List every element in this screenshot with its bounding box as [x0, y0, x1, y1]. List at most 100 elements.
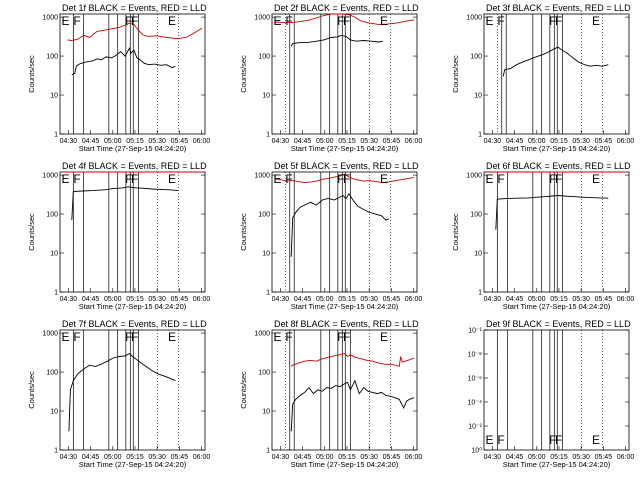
events-series-line [290, 192, 390, 257]
x-tick-label: 04:30 [484, 454, 502, 461]
y-tick-label: 1000 [466, 173, 482, 180]
y-tick-label: 10 [262, 93, 270, 100]
x-axis-label: Start Time (27-Sep-15 04:24:20) [503, 144, 611, 153]
x-tick-label: 04:45 [294, 296, 312, 303]
y-axis-label: Counts/sec [27, 55, 36, 93]
plot-frame [483, 171, 630, 293]
event-marker-label: F [549, 433, 556, 447]
y-tick-label: 10 [474, 93, 482, 100]
panel-1: Det 1f BLACK = Events, RED = LLD 1 10 100 10… [27, 3, 210, 153]
event-marker-label: F [73, 172, 80, 186]
x-tick-label: 05:15 [126, 454, 144, 461]
x-tick-label: 05:45 [383, 454, 401, 461]
x-tick-label: 05:00 [528, 138, 546, 145]
plot-frame [59, 13, 206, 135]
event-marker-label: F [555, 172, 562, 186]
x-tick-label: 05:30 [148, 296, 166, 303]
y-tick-label: 1 [266, 448, 270, 455]
event-marker-label: F [555, 14, 562, 28]
panel-title: Det 7f BLACK = Events, RED = LLD [62, 319, 207, 329]
lld-series-line [274, 173, 415, 184]
panel-title: Det 2f BLACK = Events, RED = LLD [274, 3, 419, 13]
x-tick-label: 05:45 [595, 296, 613, 303]
y-axis-label: Counts/sec [451, 213, 460, 251]
panel-2: Det 2f BLACK = Events, RED = LLD 1 10 100 10… [239, 3, 422, 153]
x-tick-label: 04:30 [60, 454, 78, 461]
x-tick-label: 05:45 [383, 138, 401, 145]
x-tick-label: 06:00 [405, 454, 423, 461]
event-marker-label: F [497, 172, 504, 186]
x-tick-label: 04:30 [484, 296, 502, 303]
events-series-line [71, 186, 179, 221]
panel-7: Det 7f BLACK = Events, RED = LLD 1 10 100 10… [27, 319, 210, 469]
y-tick-label: 10⁻¹ [468, 328, 482, 335]
event-marker-label: E [592, 14, 600, 28]
y-tick-label: 100 [46, 370, 58, 377]
x-axis-label: Start Time (27-Sep-15 04:24:20) [291, 144, 399, 153]
panel-title: Det 3f BLACK = Events, RED = LLD [486, 3, 631, 13]
y-tick-label: 1000 [254, 173, 270, 180]
x-tick-label: 04:45 [506, 454, 524, 461]
event-marker-label: E [61, 172, 69, 186]
x-axis-label: Start Time (27-Sep-15 04:24:20) [79, 302, 187, 311]
event-marker-label: F [337, 14, 344, 28]
x-tick-label: 05:30 [148, 138, 166, 145]
y-tick-label: 10 [50, 251, 58, 258]
x-tick-label: 06:00 [617, 296, 635, 303]
x-axis-label: Start Time (27-Sep-15 04:24:20) [79, 460, 187, 469]
event-marker-label: E [168, 14, 176, 28]
events-series-line [502, 46, 609, 77]
y-tick-label: 100 [46, 54, 58, 61]
y-tick-label: 10 [262, 409, 270, 416]
x-tick-label: 04:30 [272, 296, 290, 303]
y-tick-label: 10⁻⁴ [468, 400, 483, 407]
x-axis-label: Start Time (27-Sep-15 04:24:20) [291, 460, 399, 469]
x-tick-label: 06:00 [617, 454, 635, 461]
x-axis-label: Start Time (27-Sep-15 04:24:20) [291, 302, 399, 311]
event-marker-label: E [380, 172, 388, 186]
event-marker-label: F [125, 14, 132, 28]
x-tick-label: 05:00 [104, 454, 122, 461]
x-tick-label: 05:30 [148, 454, 166, 461]
event-marker-label: E [485, 14, 493, 28]
x-axis-label: Start Time (27-Sep-15 04:24:20) [503, 302, 611, 311]
panel-title: Det 1f BLACK = Events, RED = LLD [62, 3, 207, 13]
y-tick-label: 100 [470, 212, 482, 219]
event-marker-label: F [73, 14, 80, 28]
x-tick-label: 06:00 [193, 454, 211, 461]
plot-frame [271, 171, 418, 293]
x-tick-label: 04:45 [294, 454, 312, 461]
event-marker-label: F [73, 330, 80, 344]
x-tick-label: 05:30 [360, 454, 378, 461]
y-tick-label: 100 [470, 54, 482, 61]
x-tick-label: 05:00 [316, 138, 334, 145]
event-marker-label: E [273, 330, 281, 344]
event-marker-label: F [285, 330, 292, 344]
y-tick-label: 1 [478, 290, 482, 297]
x-tick-label: 05:15 [550, 296, 568, 303]
plot-frame [59, 329, 206, 451]
event-marker-label: F [343, 14, 350, 28]
y-tick-label: 1000 [466, 15, 482, 22]
x-tick-label: 05:00 [316, 454, 334, 461]
event-marker-label: F [131, 14, 138, 28]
event-marker-label: F [497, 433, 504, 447]
event-marker-label: E [168, 172, 176, 186]
events-series-line [495, 195, 609, 230]
x-tick-label: 05:15 [126, 138, 144, 145]
event-marker-label: F [549, 172, 556, 186]
event-marker-label: F [131, 172, 138, 186]
event-marker-label: E [485, 433, 493, 447]
x-tick-label: 04:45 [506, 296, 524, 303]
y-tick-label: 1000 [42, 331, 58, 338]
event-marker-label: F [131, 330, 138, 344]
y-tick-label: 1 [54, 132, 58, 139]
x-axis-label: Start Time (27-Sep-15 04:24:20) [79, 144, 187, 153]
event-marker-label: E [592, 433, 600, 447]
x-tick-label: 05:15 [338, 296, 356, 303]
y-tick-label: 1 [266, 132, 270, 139]
panel-8: Det 8f BLACK = Events, RED = LLD 1 10 100 10… [239, 319, 422, 469]
y-tick-label: 10 [262, 251, 270, 258]
x-tick-label: 05:00 [104, 296, 122, 303]
event-marker-label: E [61, 330, 69, 344]
